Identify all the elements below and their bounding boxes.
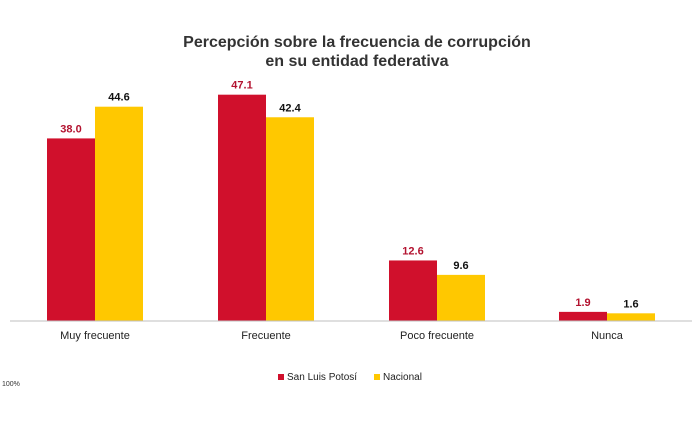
bar-nacional-nunca (607, 313, 655, 321)
category-label-nunca: Nunca (591, 330, 624, 342)
value-label-san-luis-potosi-muy-frecuente: 38.0 (60, 123, 81, 135)
legend-swatch-nacional (374, 374, 380, 380)
bar-nacional-poco-frecuente (437, 274, 485, 321)
category-label-muy-frecuente: Muy frecuente (60, 330, 130, 342)
category-label-frecuente: Frecuente (241, 330, 291, 342)
footnote: 100% (2, 381, 20, 388)
bar-san-luis-potosi-frecuente (218, 94, 266, 321)
value-label-san-luis-potosi-poco-frecuente: 12.6 (402, 245, 423, 257)
legend-swatch-san-luis-potosi (278, 374, 284, 380)
value-label-nacional-frecuente: 42.4 (279, 102, 301, 114)
bar-san-luis-potosi-muy-frecuente (47, 138, 95, 321)
category-label-poco-frecuente: Poco frecuente (400, 330, 474, 342)
legend-label-san-luis-potosi: San Luis Potosí (287, 372, 357, 383)
value-label-nacional-poco-frecuente: 9.6 (453, 260, 468, 272)
legend-label-nacional: Nacional (383, 372, 422, 383)
bar-nacional-muy-frecuente (95, 106, 143, 322)
value-label-san-luis-potosi-frecuente: 47.1 (231, 80, 252, 92)
chart-title-line-1: Percepción sobre la frecuencia de corrup… (183, 34, 531, 51)
chart-title-line-2: en su entidad federativa (265, 53, 448, 70)
value-label-nacional-nunca: 1.6 (623, 298, 638, 310)
bar-san-luis-potosi-poco-frecuente (389, 260, 437, 321)
value-label-san-luis-potosi-nunca: 1.9 (575, 297, 590, 309)
bar-nacional-frecuente (266, 117, 314, 321)
value-label-nacional-muy-frecuente: 44.6 (108, 92, 129, 104)
plot-area: 38.0 44.6 Muy frecuente 47.1 42.4 Frecuente 12… (47, 80, 655, 342)
bar-san-luis-potosi-nunca (559, 311, 607, 321)
legend: San Luis Potosí Nacional (278, 372, 422, 383)
